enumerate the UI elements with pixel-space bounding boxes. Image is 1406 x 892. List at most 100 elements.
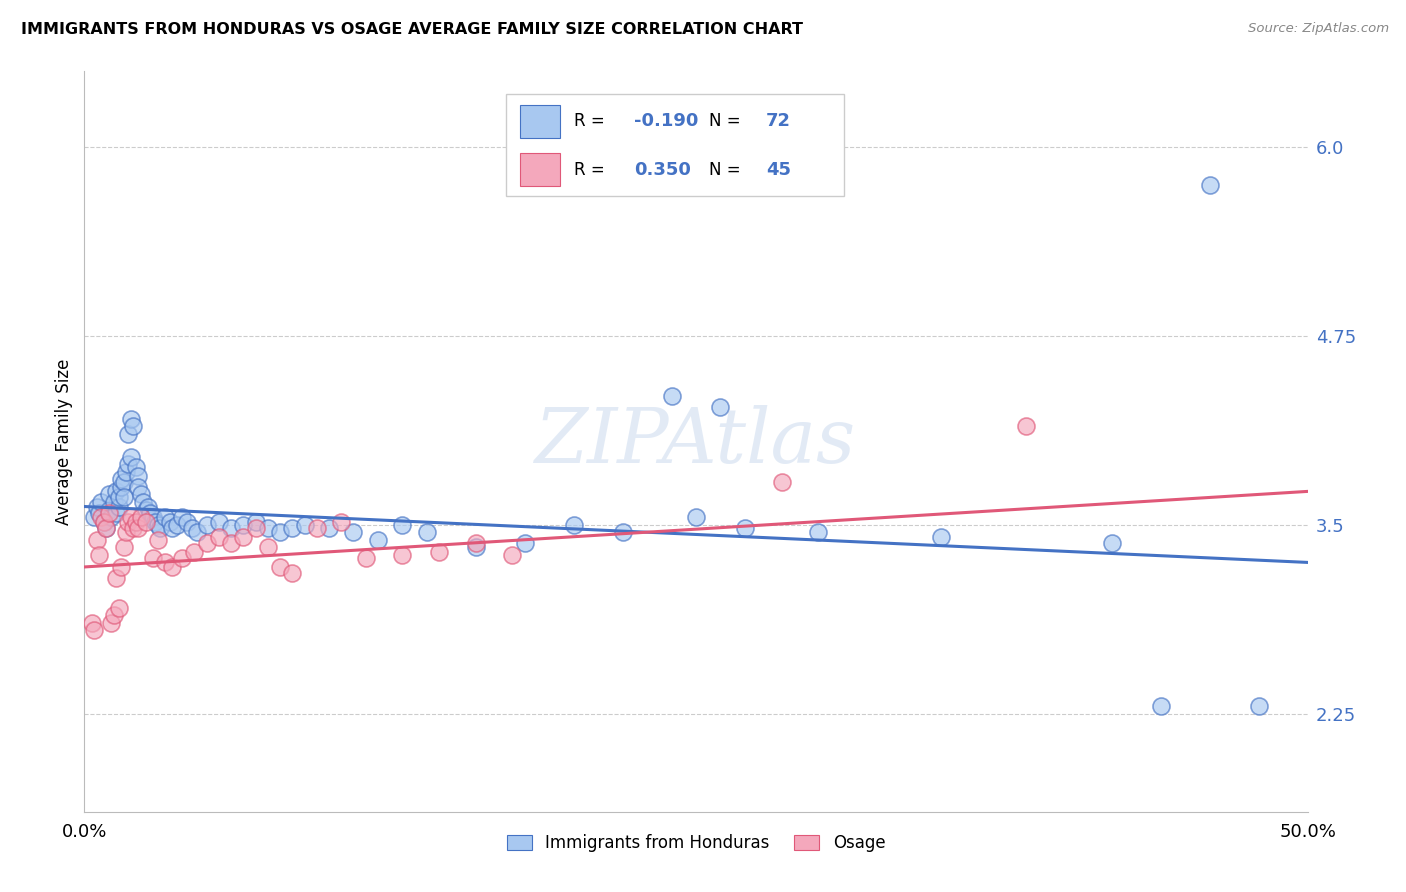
Point	[330, 515, 353, 529]
Point	[464, 535, 486, 549]
Point	[96, 521, 118, 535]
Point	[162, 560, 184, 574]
Point	[97, 487, 120, 501]
Point	[342, 525, 364, 540]
Point	[1150, 698, 1173, 713]
Point	[143, 515, 166, 529]
Point	[127, 480, 149, 494]
Point	[139, 506, 162, 520]
Point	[122, 521, 145, 535]
Point	[257, 521, 280, 535]
Point	[146, 517, 169, 532]
Point	[807, 525, 830, 540]
Point	[232, 517, 254, 532]
Text: ZIPAtlas: ZIPAtlas	[536, 405, 856, 478]
Point	[734, 521, 756, 535]
Point	[112, 541, 135, 555]
Point	[120, 412, 142, 426]
Point	[257, 541, 280, 555]
Point	[97, 502, 120, 516]
Point	[110, 480, 132, 494]
Point	[367, 533, 389, 547]
Point	[93, 515, 115, 529]
Text: 45: 45	[766, 161, 792, 178]
Point	[186, 525, 208, 540]
Point	[181, 521, 204, 535]
Point	[1198, 178, 1220, 192]
Point	[93, 515, 115, 529]
Point	[709, 400, 731, 414]
Point	[219, 535, 242, 549]
Point	[502, 548, 524, 562]
Point	[146, 533, 169, 547]
Point	[354, 550, 377, 565]
Text: N =: N =	[709, 161, 745, 178]
Point	[685, 510, 707, 524]
Point	[416, 525, 439, 540]
Point	[105, 484, 128, 499]
Point	[245, 521, 267, 535]
Point	[115, 525, 138, 540]
Point	[120, 510, 142, 524]
Point	[127, 469, 149, 483]
Text: 0.350: 0.350	[634, 161, 692, 178]
Point	[129, 510, 152, 524]
Point	[427, 545, 450, 559]
Point	[562, 517, 585, 532]
Point	[107, 600, 129, 615]
Point	[105, 570, 128, 584]
Point	[115, 465, 138, 479]
Point	[153, 510, 176, 524]
Y-axis label: Average Family Size: Average Family Size	[55, 359, 73, 524]
Point	[105, 506, 128, 520]
Point	[1101, 535, 1123, 549]
Point	[612, 525, 634, 540]
Point	[96, 521, 118, 535]
Point	[166, 517, 188, 532]
Point	[208, 515, 231, 529]
Legend: Immigrants from Honduras, Osage: Immigrants from Honduras, Osage	[501, 828, 891, 859]
Point	[195, 535, 218, 549]
Point	[149, 521, 172, 535]
Point	[142, 550, 165, 565]
Text: R =: R =	[574, 161, 610, 178]
Point	[159, 515, 181, 529]
Point	[83, 510, 105, 524]
Point	[136, 500, 159, 514]
Point	[107, 491, 129, 505]
Text: N =: N =	[709, 112, 745, 130]
Text: 72: 72	[766, 112, 792, 130]
Point	[172, 510, 194, 524]
Point	[232, 530, 254, 544]
Point	[1247, 698, 1270, 713]
Point	[83, 624, 105, 638]
Point	[318, 521, 340, 535]
Point	[90, 495, 112, 509]
Point	[90, 510, 112, 524]
Point	[1015, 419, 1038, 434]
Point	[80, 615, 103, 630]
Point	[245, 515, 267, 529]
Text: Source: ZipAtlas.com: Source: ZipAtlas.com	[1249, 22, 1389, 36]
FancyBboxPatch shape	[520, 105, 560, 137]
Point	[135, 502, 157, 516]
Point	[100, 615, 122, 630]
Point	[305, 521, 328, 535]
FancyBboxPatch shape	[520, 153, 560, 186]
Point	[112, 475, 135, 490]
Point	[281, 566, 304, 580]
Point	[97, 506, 120, 520]
Point	[162, 521, 184, 535]
Point	[103, 495, 125, 509]
Point	[195, 517, 218, 532]
Point	[125, 460, 148, 475]
Point	[117, 427, 139, 442]
Point	[269, 560, 291, 574]
Point	[183, 545, 205, 559]
Point	[770, 475, 793, 490]
Point	[100, 510, 122, 524]
Point	[110, 560, 132, 574]
Text: R =: R =	[574, 112, 610, 130]
Point	[86, 500, 108, 514]
Point	[142, 510, 165, 524]
